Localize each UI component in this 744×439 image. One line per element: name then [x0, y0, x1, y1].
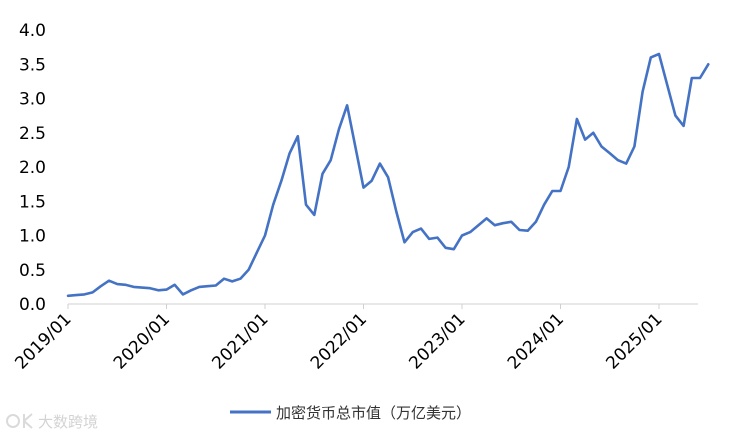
y-tick-label: 3.5 [19, 55, 46, 75]
y-tick-label: 1.0 [19, 227, 46, 247]
y-tick-label: 0.5 [19, 261, 46, 281]
brand-logo-icon [6, 413, 33, 429]
series-layer [66, 52, 710, 298]
x-axis-ticks: 2019/01 2020/01 2021/01 2022/01 2023/01 2024/… [11, 304, 667, 373]
watermark: 大数跨境 [6, 413, 98, 431]
x-tick-label: 2025/01 [602, 309, 666, 373]
x-tick-label: 2020/01 [110, 309, 174, 373]
x-tick-label: 2024/01 [504, 309, 568, 373]
x-tick-label: 2019/01 [11, 309, 75, 373]
y-tick-label: 2.0 [19, 158, 46, 178]
y-tick-label: 0.0 [19, 295, 46, 315]
y-tick-label: 4.0 [19, 21, 46, 41]
y-tick-label: 2.5 [19, 124, 46, 144]
legend-label: 加密货币总市值（万亿美元） [276, 404, 471, 422]
y-tick-label: 1.5 [19, 192, 46, 212]
x-tick-label: 2021/01 [208, 309, 272, 373]
x-tick-label: 2022/01 [307, 309, 371, 373]
x-tick-label: 2023/01 [405, 309, 469, 373]
series-line [66, 52, 710, 298]
watermark-text: 大数跨境 [38, 413, 98, 431]
legend: 加密货币总市值（万亿美元） [230, 404, 471, 422]
y-axis-ticks: 0.0 0.5 1.0 1.5 2.0 2.5 3.0 3.5 4.0 [19, 21, 46, 315]
y-tick-label: 3.0 [19, 90, 46, 110]
